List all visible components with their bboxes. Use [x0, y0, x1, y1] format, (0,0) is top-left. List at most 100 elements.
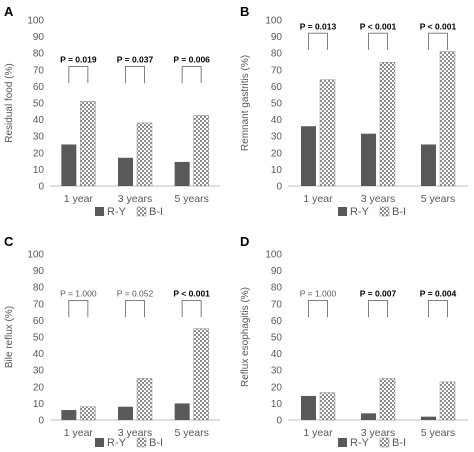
y-tick-label: 90	[33, 32, 45, 43]
x-tick-label: 3 years	[118, 427, 152, 439]
y-tick-label: 80	[271, 49, 283, 60]
legend-label-b-i: B-I	[149, 206, 163, 218]
bar-r-y	[361, 413, 376, 420]
bar-b-i	[439, 51, 456, 187]
y-tick-label: 60	[33, 82, 45, 93]
x-tick-label: 1 year	[303, 427, 333, 439]
significance-bracket	[368, 32, 388, 50]
x-tick-label: 1 year	[303, 193, 333, 205]
y-tick-label: 60	[33, 316, 45, 327]
p-value-label: P = 0.007	[360, 288, 397, 298]
legend-label-b-i: B-I	[392, 437, 406, 449]
bar-r-y	[361, 133, 376, 186]
bar-r-y	[301, 126, 316, 186]
y-tick-label: 40	[271, 115, 283, 126]
y-tick-label: 10	[271, 399, 283, 410]
y-tick-label: 40	[271, 349, 283, 360]
bar-r-y	[118, 406, 133, 420]
y-tick-label: 70	[271, 65, 283, 76]
y-axis-label: Bile reflux (%)	[4, 306, 15, 368]
significance-bracket	[308, 299, 328, 318]
bar-r-y	[174, 403, 190, 420]
bar-b-i	[136, 122, 153, 187]
y-tick-label: 10	[271, 165, 283, 176]
chart-panel-d: D 0 10 20 30 40 50 60 70 80 90 100 Reflux esophagiti…	[240, 234, 468, 449]
y-axis-label: Remnant gastritis (%)	[240, 55, 251, 151]
legend-swatch-r-y	[338, 207, 347, 216]
y-tick-label: 0	[276, 182, 282, 193]
panel-letter: C	[4, 234, 14, 249]
p-value-label: P = 0.006	[173, 54, 210, 64]
y-tick-label: 80	[271, 283, 283, 294]
y-tick-label: 20	[271, 148, 283, 159]
y-axis-label: Reflux esophagitis (%)	[240, 287, 251, 387]
bar-r-y	[421, 144, 436, 186]
y-tick-label: 0	[38, 182, 44, 193]
legend-swatch-r-y	[95, 207, 104, 216]
y-tick-label: 70	[33, 299, 45, 310]
p-value-label: P < 0.001	[173, 288, 210, 298]
legend-swatch-b-i	[379, 437, 390, 448]
y-tick-label: 0	[276, 416, 282, 427]
bar-b-i	[319, 392, 336, 421]
y-tick-label: 100	[27, 16, 44, 27]
y-tick-label: 40	[33, 115, 45, 126]
p-value-label: P = 0.013	[300, 21, 337, 31]
y-tick-label: 100	[265, 250, 282, 261]
legend-swatch-b-i	[136, 437, 147, 448]
legend-label-r-y: R-Y	[350, 437, 370, 449]
y-tick-label: 20	[33, 148, 45, 159]
y-tick-label: 70	[271, 299, 283, 310]
y-tick-label: 80	[33, 49, 45, 60]
y-tick-label: 30	[33, 132, 45, 143]
bar-b-i	[379, 378, 396, 421]
x-tick-label: 5 years	[174, 193, 208, 205]
significance-bracket	[125, 65, 145, 84]
bar-b-i	[379, 62, 396, 187]
p-value-label: P = 1.000	[60, 288, 97, 298]
x-tick-label: 1 year	[64, 193, 94, 205]
legend-swatch-b-i	[379, 206, 390, 217]
bar-r-y	[118, 157, 133, 186]
y-tick-label: 50	[33, 333, 45, 344]
bar-r-y	[61, 144, 77, 186]
y-tick-label: 90	[271, 266, 283, 277]
p-value-label: P < 0.001	[420, 21, 457, 31]
y-tick-label: 90	[33, 266, 45, 277]
legend-label-r-y: R-Y	[107, 206, 127, 218]
significance-bracket	[125, 299, 145, 318]
significance-bracket	[308, 32, 328, 50]
y-tick-label: 50	[271, 99, 283, 110]
p-value-label: P < 0.001	[360, 21, 397, 31]
bar-b-i	[319, 79, 336, 187]
y-tick-label: 100	[27, 250, 44, 261]
bar-b-i	[80, 406, 96, 421]
y-tick-label: 60	[271, 82, 283, 93]
significance-bracket	[428, 299, 448, 318]
y-tick-label: 20	[33, 382, 45, 393]
p-value-label: P = 0.004	[420, 288, 457, 298]
p-value-label: P = 0.052	[117, 288, 154, 298]
bar-r-y	[301, 395, 316, 420]
y-tick-label: 90	[271, 32, 283, 43]
panel-letter: B	[240, 4, 249, 19]
x-tick-label: 5 years	[421, 427, 455, 439]
bar-r-y	[421, 416, 436, 420]
significance-bracket	[181, 65, 202, 84]
y-axis-label: Residual food (%)	[4, 63, 15, 142]
y-tick-label: 30	[33, 366, 45, 377]
legend-label-r-y: R-Y	[107, 437, 127, 449]
significance-bracket	[68, 299, 89, 318]
y-tick-label: 80	[33, 283, 45, 294]
bar-b-i	[80, 101, 96, 187]
y-tick-label: 0	[38, 416, 44, 427]
x-tick-label: 3 years	[361, 427, 395, 439]
legend-label-b-i: B-I	[392, 206, 406, 218]
bar-b-i	[193, 328, 209, 421]
x-tick-label: 3 years	[118, 193, 152, 205]
y-tick-label: 50	[271, 333, 283, 344]
bar-b-i	[136, 378, 153, 421]
panel-letter: D	[240, 234, 249, 249]
legend-label-b-i: B-I	[149, 437, 163, 449]
